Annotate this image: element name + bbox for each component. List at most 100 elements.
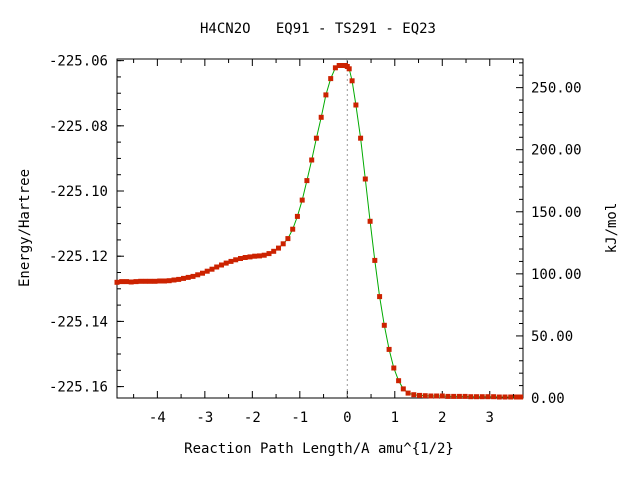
x-tick-label: -1 xyxy=(291,410,308,426)
data-point xyxy=(257,253,262,259)
data-point xyxy=(332,65,338,71)
y-tick-label: -225.14 xyxy=(49,314,108,330)
data-point xyxy=(242,255,248,260)
data-point xyxy=(508,394,514,400)
data-point xyxy=(445,393,451,399)
data-point xyxy=(162,278,167,284)
x-tick-label: 0 xyxy=(343,410,351,426)
data-point xyxy=(468,394,474,400)
data-point xyxy=(233,257,239,263)
data-point xyxy=(209,266,215,272)
x-tick-label: 3 xyxy=(486,410,494,426)
data-point xyxy=(372,257,378,263)
data-point xyxy=(147,278,153,284)
data-point xyxy=(391,365,397,371)
data-point xyxy=(299,197,305,203)
data-point xyxy=(491,394,497,400)
x-tick-label: 2 xyxy=(438,410,446,426)
data-point xyxy=(261,252,267,258)
data-point xyxy=(143,278,148,284)
data-point xyxy=(434,393,440,399)
data-point xyxy=(428,393,434,399)
data-point xyxy=(479,394,485,400)
data-point xyxy=(485,394,491,400)
data-point xyxy=(157,278,163,284)
data-point xyxy=(400,386,406,392)
data-point xyxy=(439,393,445,399)
data-point xyxy=(377,294,383,300)
data-point xyxy=(166,278,172,284)
data-point xyxy=(219,262,224,268)
data-point xyxy=(309,157,315,163)
data-point xyxy=(247,254,253,260)
y2-tick-label: 250.00 xyxy=(531,81,582,97)
y2-tick-label: 50.00 xyxy=(531,329,573,345)
data-point xyxy=(513,394,519,400)
data-point xyxy=(386,346,392,352)
data-point xyxy=(128,279,134,285)
data-point xyxy=(294,213,300,219)
data-point xyxy=(181,275,186,281)
data-point xyxy=(185,274,191,280)
data-point xyxy=(313,135,319,141)
x-tick-label: -2 xyxy=(244,410,261,426)
y2-tick-label: 0.00 xyxy=(531,391,565,407)
y2-tick-label: 100.00 xyxy=(531,267,582,283)
data-point xyxy=(285,236,291,242)
plot-frame xyxy=(116,58,524,399)
y2-tick-label: 200.00 xyxy=(531,143,582,159)
axis-tick-labels: -4 -3 -2 -1 0 1 2 3 -225.06 -225.08 -225.10 -225.12… xyxy=(49,54,582,426)
data-point xyxy=(204,268,210,274)
data-point xyxy=(228,258,234,264)
data-point xyxy=(358,135,364,141)
x-tick-label: -4 xyxy=(149,410,166,426)
data-point xyxy=(353,102,359,108)
data-point xyxy=(266,251,272,257)
data-point xyxy=(328,76,334,82)
y-tick-label: -225.16 xyxy=(49,380,108,396)
data-point xyxy=(114,279,120,285)
y-tick-label: -225.06 xyxy=(49,54,108,70)
y-tick-label: -225.12 xyxy=(49,249,108,265)
y2-tick-label: 150.00 xyxy=(531,205,582,221)
data-point xyxy=(462,393,468,399)
data-point xyxy=(405,390,411,396)
data-point xyxy=(349,78,355,84)
x-tick-label: -3 xyxy=(196,410,213,426)
series-energy xyxy=(114,63,524,400)
data-point xyxy=(422,393,428,399)
data-point xyxy=(367,218,373,224)
data-point xyxy=(396,378,402,384)
data-point xyxy=(411,392,417,398)
data-point xyxy=(474,394,479,400)
data-point xyxy=(417,392,422,398)
data-point xyxy=(336,63,342,68)
data-point xyxy=(238,256,243,261)
x-axis-label: Reaction Path Length/A amu^{1/2} xyxy=(184,441,454,457)
data-point xyxy=(456,393,462,399)
data-point xyxy=(195,272,201,278)
data-point xyxy=(152,278,158,284)
data-point xyxy=(304,178,310,184)
data-point xyxy=(290,226,296,232)
data-point xyxy=(190,273,196,279)
data-point xyxy=(138,278,144,284)
data-point xyxy=(252,253,258,259)
data-point xyxy=(318,114,324,120)
data-point xyxy=(280,241,286,247)
data-point xyxy=(346,66,352,72)
x-tick-label: 1 xyxy=(391,410,399,426)
data-point xyxy=(451,393,457,399)
data-point xyxy=(133,279,139,285)
y-axis-label: Energy/Hartree xyxy=(17,169,33,287)
data-point xyxy=(214,264,220,270)
data-point xyxy=(276,245,281,251)
data-point xyxy=(200,270,205,276)
data-point xyxy=(119,279,125,285)
data-point xyxy=(124,279,129,285)
data-point xyxy=(502,394,508,400)
data-point xyxy=(381,322,387,328)
data-point xyxy=(223,260,229,266)
axis-ticks xyxy=(117,59,523,399)
